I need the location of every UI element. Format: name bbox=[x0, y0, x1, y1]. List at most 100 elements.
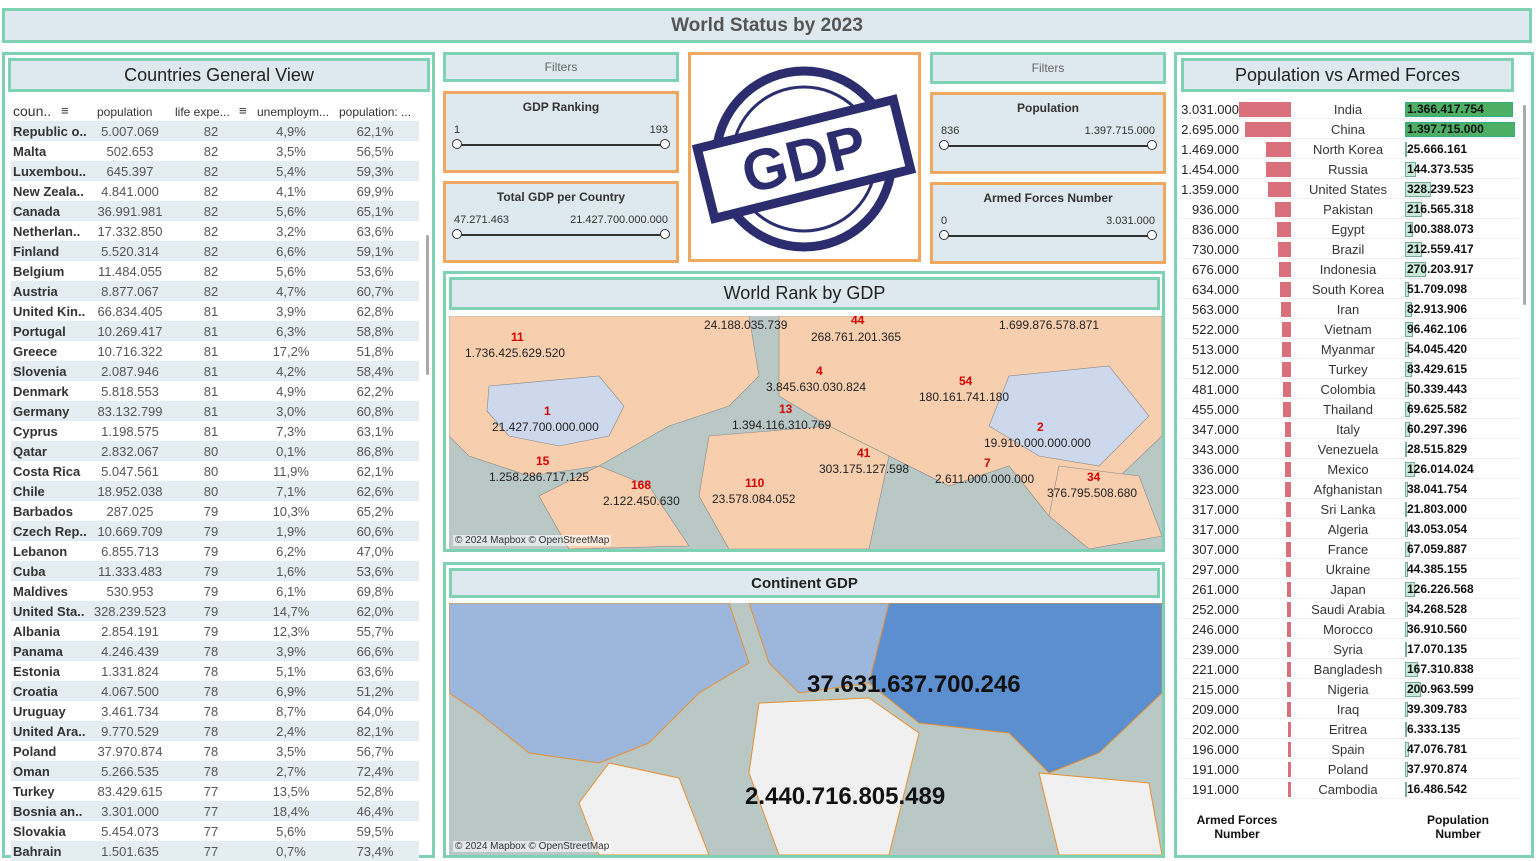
population-bar[interactable] bbox=[1405, 462, 1415, 477]
chart-row[interactable]: 323.000 Afghanistan 38.041.754 bbox=[1179, 479, 1519, 499]
population-bar[interactable] bbox=[1405, 282, 1409, 297]
population-bar[interactable] bbox=[1405, 682, 1421, 697]
table-row[interactable]: Netherlan.. 17.332.850 82 3,2% 63,6% bbox=[11, 221, 419, 241]
total-gdp-slider-track[interactable] bbox=[456, 234, 666, 236]
population-bar[interactable] bbox=[1405, 482, 1408, 497]
chart-row[interactable]: 317.000 Sri Lanka 21.803.000 bbox=[1179, 499, 1519, 519]
sort-icon[interactable]: ≡ bbox=[239, 103, 247, 118]
chart-row[interactable]: 343.000 Venezuela 28.515.829 bbox=[1179, 439, 1519, 459]
table-row[interactable]: Barbados 287.025 79 10,3% 65,2% bbox=[11, 501, 419, 521]
population-bar[interactable] bbox=[1405, 402, 1410, 417]
armed-forces-bar[interactable] bbox=[1266, 142, 1291, 157]
population-bar[interactable] bbox=[1405, 122, 1515, 137]
chart-row[interactable]: 307.000 France 67.059.887 bbox=[1179, 539, 1519, 559]
world-rank-map[interactable]: 11 44 4 54 1 13 2 15 41 7 168 110 34 24.… bbox=[449, 316, 1162, 549]
population-bar[interactable] bbox=[1405, 782, 1407, 797]
chart-row[interactable]: 209.000 Iraq 39.309.783 bbox=[1179, 699, 1519, 719]
table-row[interactable]: Malta 502.653 82 3,5% 56,5% bbox=[11, 141, 419, 161]
chart-row[interactable]: 347.000 Italy 60.297.396 bbox=[1179, 419, 1519, 439]
table-row[interactable]: Poland 37.970.874 78 3,5% 56,7% bbox=[11, 741, 419, 761]
continent-map[interactable]: 37.631.637.700.246 2.440.716.805.489 © 2… bbox=[449, 603, 1162, 855]
armed-forces-bar[interactable] bbox=[1285, 442, 1291, 457]
chart-row[interactable]: 676.000 Indonesia 270.203.917 bbox=[1179, 259, 1519, 279]
total-gdp-slider-max-handle[interactable] bbox=[660, 229, 670, 239]
chart-row[interactable]: 512.000 Turkey 83.429.615 bbox=[1179, 359, 1519, 379]
table-row[interactable]: Republic o.. 5.007.069 82 4,9% 62,1% bbox=[11, 121, 419, 141]
armed-forces-bar[interactable] bbox=[1287, 582, 1291, 597]
population-bar[interactable] bbox=[1405, 202, 1422, 217]
population-slider-max-handle[interactable] bbox=[1147, 140, 1157, 150]
table-row[interactable]: Qatar 2.832.067 80 0,1% 86,8% bbox=[11, 441, 419, 461]
chart-row[interactable]: 239.000 Syria 17.070.135 bbox=[1179, 639, 1519, 659]
armed-forces-slider-track[interactable] bbox=[943, 235, 1153, 237]
chart-row[interactable]: 836.000 Egypt 100.388.073 bbox=[1179, 219, 1519, 239]
population-bar[interactable] bbox=[1405, 522, 1408, 537]
armed-forces-bar[interactable] bbox=[1282, 342, 1291, 357]
armed-forces-bar[interactable] bbox=[1280, 282, 1291, 297]
population-bar[interactable] bbox=[1405, 142, 1407, 157]
table-row[interactable]: Turkey 83.429.615 77 13,5% 52,8% bbox=[11, 781, 419, 801]
chart-row[interactable]: 202.000 Eritrea 6.333.135 bbox=[1179, 719, 1519, 739]
chart-row[interactable]: 317.000 Algeria 43.053.054 bbox=[1179, 519, 1519, 539]
table-row[interactable]: Estonia 1.331.824 78 5,1% 63,6% bbox=[11, 661, 419, 681]
chart-row[interactable]: 634.000 South Korea 51.709.098 bbox=[1179, 279, 1519, 299]
population-bar[interactable] bbox=[1405, 702, 1408, 717]
population-bar[interactable] bbox=[1405, 742, 1409, 757]
armed-forces-bar[interactable] bbox=[1245, 122, 1291, 137]
column-header-life-expectancy[interactable]: life expe... bbox=[175, 105, 230, 119]
population-bar[interactable] bbox=[1405, 662, 1418, 677]
population-bar[interactable] bbox=[1405, 502, 1407, 517]
table-row[interactable]: Czech Rep.. 10.669.709 79 1,9% 60,6% bbox=[11, 521, 419, 541]
armed-forces-bar[interactable] bbox=[1283, 382, 1291, 397]
table-row[interactable]: Bosnia an.. 3.301.000 77 18,4% 46,4% bbox=[11, 801, 419, 821]
table-row[interactable]: Panama 4.246.439 78 3,9% 66,6% bbox=[11, 641, 419, 661]
gdp-ranking-slider-max-handle[interactable] bbox=[660, 139, 670, 149]
armed-forces-bar[interactable] bbox=[1278, 242, 1291, 257]
population-bar[interactable] bbox=[1405, 442, 1407, 457]
armed-forces-bar[interactable] bbox=[1287, 702, 1291, 717]
armed-forces-bar[interactable] bbox=[1288, 722, 1291, 737]
population-bar[interactable] bbox=[1405, 562, 1408, 577]
table-row[interactable]: United Ara.. 9.770.529 78 2,4% 82,1% bbox=[11, 721, 419, 741]
armed-forces-bar[interactable] bbox=[1275, 202, 1291, 217]
chart-row[interactable]: 196.000 Spain 47.076.781 bbox=[1179, 739, 1519, 759]
gdp-ranking-slider-min-handle[interactable] bbox=[452, 139, 462, 149]
chart-row[interactable]: 191.000 Cambodia 16.486.542 bbox=[1179, 779, 1519, 799]
population-bar[interactable] bbox=[1405, 382, 1409, 397]
population-bar[interactable] bbox=[1405, 722, 1407, 737]
population-bar[interactable] bbox=[1405, 422, 1410, 437]
population-bar[interactable] bbox=[1405, 162, 1416, 177]
table-row[interactable]: Greece 10.716.322 81 17,2% 51,8% bbox=[11, 341, 419, 361]
column-header-population[interactable]: population bbox=[97, 105, 153, 119]
armed-forces-bar[interactable] bbox=[1286, 502, 1291, 517]
chart-row[interactable]: 221.000 Bangladesh 167.310.838 bbox=[1179, 659, 1519, 679]
population-bar[interactable] bbox=[1405, 762, 1408, 777]
armed-forces-bar[interactable] bbox=[1279, 262, 1291, 277]
table-row[interactable]: Oman 5.266.535 78 2,7% 72,4% bbox=[11, 761, 419, 781]
armed-forces-bar[interactable] bbox=[1287, 682, 1291, 697]
armed-forces-bar[interactable] bbox=[1282, 362, 1291, 377]
chart-scrollbar[interactable] bbox=[1523, 105, 1526, 305]
armed-forces-bar[interactable] bbox=[1277, 222, 1291, 237]
chart-row[interactable]: 455.000 Thailand 69.625.582 bbox=[1179, 399, 1519, 419]
table-row[interactable]: Chile 18.952.038 80 7,1% 62,6% bbox=[11, 481, 419, 501]
armed-forces-bar[interactable] bbox=[1268, 182, 1291, 197]
chart-row[interactable]: 1.454.000 Russia 144.373.535 bbox=[1179, 159, 1519, 179]
armed-forces-bar[interactable] bbox=[1286, 562, 1291, 577]
population-bar[interactable] bbox=[1405, 242, 1422, 257]
population-bar[interactable] bbox=[1405, 182, 1431, 197]
chart-row[interactable]: 261.000 Japan 126.226.568 bbox=[1179, 579, 1519, 599]
armed-forces-slider-max-handle[interactable] bbox=[1147, 230, 1157, 240]
table-row[interactable]: Belgium 11.484.055 82 5,6% 53,6% bbox=[11, 261, 419, 281]
armed-forces-bar[interactable] bbox=[1287, 662, 1291, 677]
chart-row[interactable]: 1.469.000 North Korea 25.666.161 bbox=[1179, 139, 1519, 159]
population-bar[interactable] bbox=[1405, 102, 1513, 117]
chart-row[interactable]: 1.359.000 United States 328.239.523 bbox=[1179, 179, 1519, 199]
table-row[interactable]: Slovakia 5.454.073 77 5,6% 59,5% bbox=[11, 821, 419, 841]
population-bar[interactable] bbox=[1405, 322, 1413, 337]
table-scrollbar[interactable] bbox=[426, 235, 429, 375]
population-bar[interactable] bbox=[1405, 542, 1410, 557]
chart-row[interactable]: 513.000 Myanmar 54.045.420 bbox=[1179, 339, 1519, 359]
armed-forces-bar[interactable] bbox=[1285, 462, 1291, 477]
population-slider-track[interactable] bbox=[943, 145, 1153, 147]
